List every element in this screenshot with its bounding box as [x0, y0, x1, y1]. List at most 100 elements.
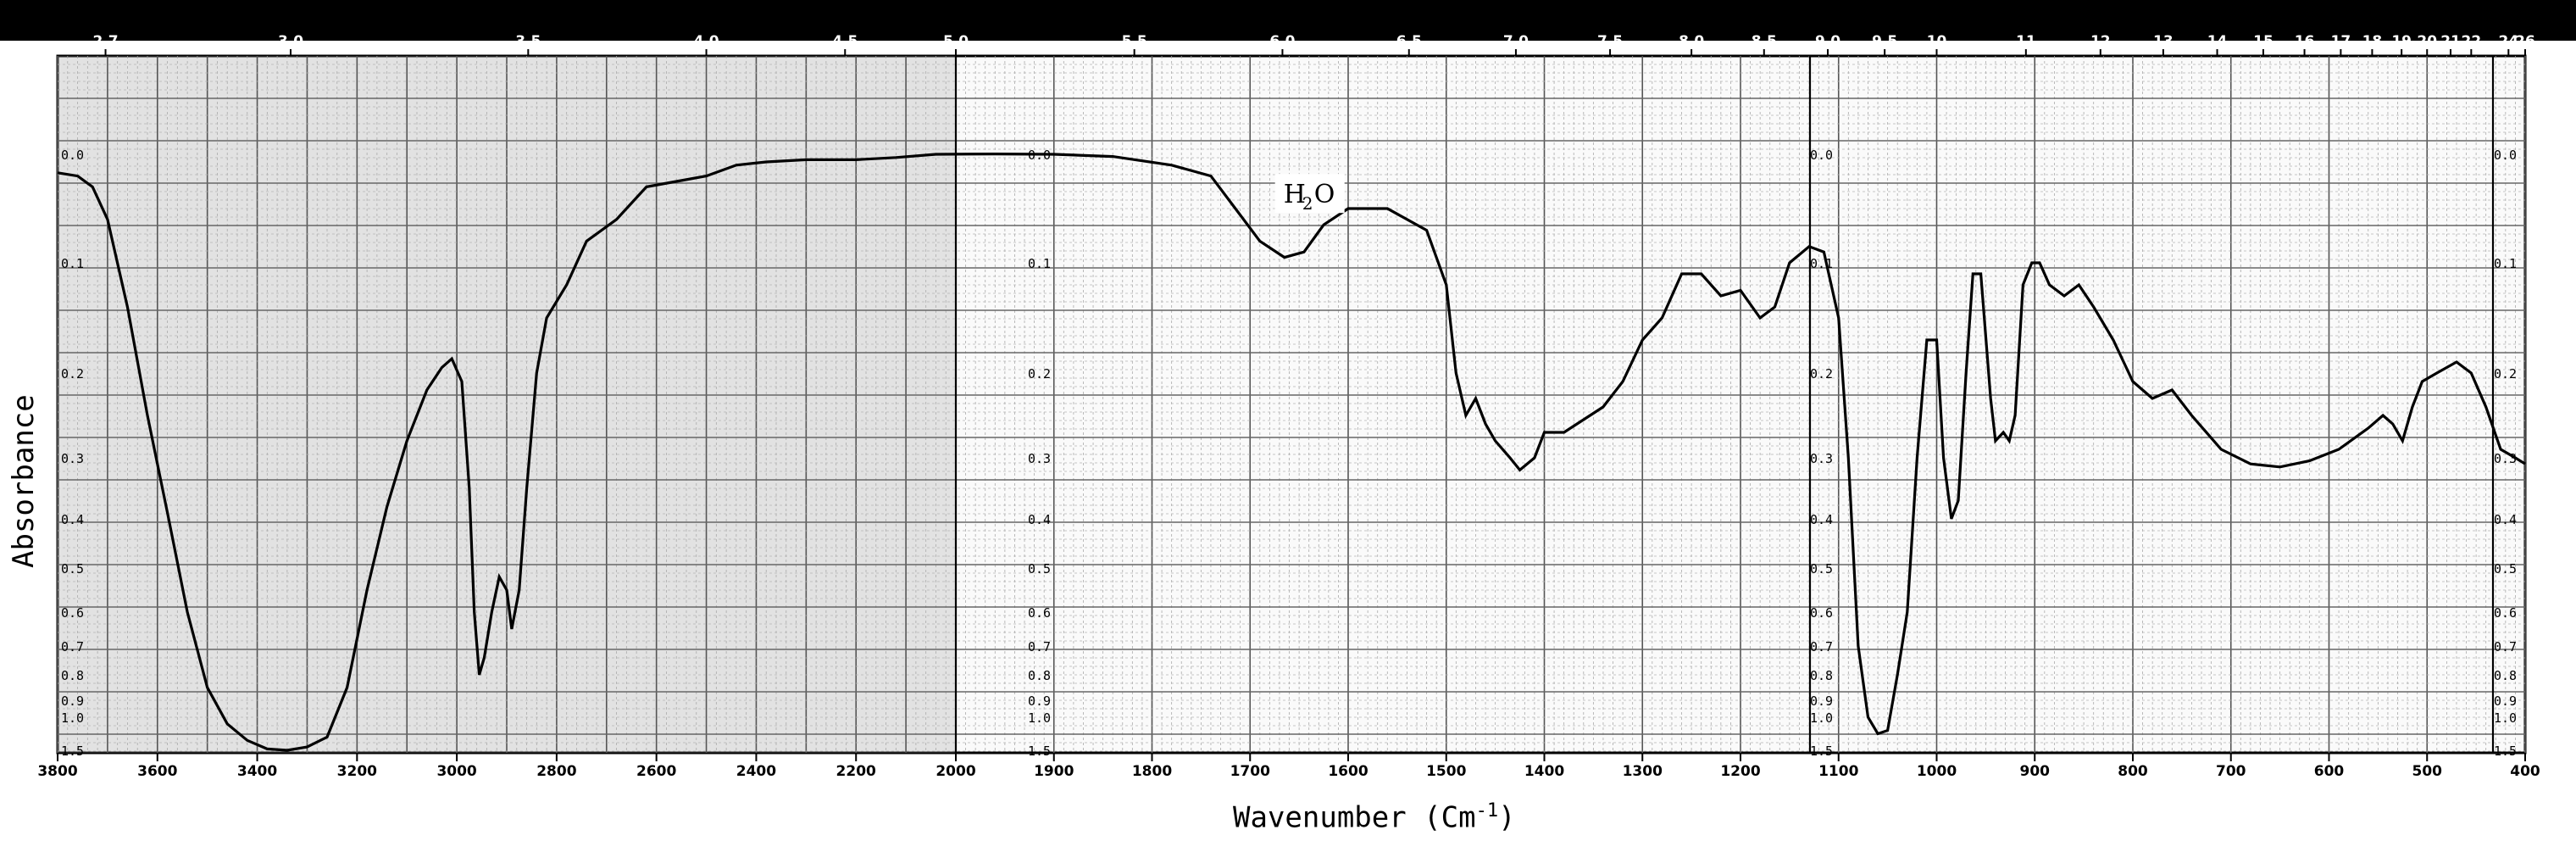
wavenumber-tick-label: 800	[2118, 763, 2148, 780]
absorbance-tick-label: 0.1	[1810, 256, 1833, 271]
micron-tick-label: 2.7	[92, 33, 118, 50]
wavenumber-tick-label: 1200	[1720, 763, 1760, 780]
micron-axis: 2.7 3.0 3.5 4.0 4.5 5.0 5.5 6.0 6.5 7.0 7.5 8.0 8.5 9…	[92, 33, 2535, 56]
absorbance-tick-label: 0.1	[1028, 256, 1051, 271]
micron-tick-label: 21	[2440, 33, 2461, 50]
micron-tick-label: 14	[2207, 33, 2228, 50]
absorbance-tick-label: 0.7	[1810, 639, 1833, 654]
x-axis-label-text: Wavenumber (Cm	[1233, 800, 1476, 835]
absorbance-tick-label: 1.0	[2494, 710, 2517, 726]
micron-tick-label: 6.0	[1269, 33, 1295, 50]
absorbance-tick-label: 0.8	[1028, 668, 1051, 683]
absorbance-tick-label: 0.9	[2494, 693, 2517, 709]
absorbance-tick-label: 1.5	[61, 744, 84, 759]
absorbance-tick-label: 0.5	[1028, 561, 1051, 576]
absorbance-tick-label: 0.8	[1810, 668, 1833, 683]
absorbance-tick-label: 1.0	[61, 710, 84, 726]
absorbance-tick-label: 0.6	[1810, 605, 1833, 621]
absorbance-tick-label: 0.3	[1810, 451, 1833, 466]
micron-tick-label: 5.0	[943, 33, 969, 50]
absorbance-tick-label: 0.9	[61, 693, 84, 709]
wavenumber-axis: 3800 3600 3400 3200 3000 2800 2600 2400 2200 2000…	[37, 753, 2540, 780]
wavenumber-tick-label: 2400	[736, 763, 776, 780]
micron-tick-label: 3.0	[278, 33, 303, 50]
micron-tick-label: 3.5	[515, 33, 541, 50]
wavenumber-tick-label: 1700	[1230, 763, 1270, 780]
absorbance-tick-label: 0.9	[1028, 693, 1051, 709]
wavenumber-tick-label: 3200	[337, 763, 377, 780]
wavenumber-tick-label: 1000	[1917, 763, 1957, 780]
wavenumber-tick-label: 1900	[1034, 763, 1074, 780]
micron-tick-label: 24	[2498, 33, 2518, 50]
absorbance-tick-label: 1.5	[2494, 744, 2517, 759]
absorbance-tick-label: 0.4	[61, 512, 84, 527]
spectrum-line	[57, 152, 2526, 752]
micron-tick-label: 5.5	[1122, 33, 1147, 50]
micron-tick-label: 17	[2331, 33, 2351, 50]
y-axis-label-wrap: Absorbance	[7, 394, 41, 568]
micron-tick-label: 18	[2362, 33, 2383, 50]
absorbance-tick-label: 0.9	[1810, 693, 1833, 709]
micron-tick-label: 8.0	[1679, 33, 1704, 50]
micron-tick-label: 9.5	[1872, 33, 1897, 50]
absorbance-tick-label: 0.0	[1810, 148, 1833, 163]
chart-grid	[57, 56, 2526, 753]
absorbance-tick-label: 0.2	[1028, 366, 1051, 382]
micron-tick-label: 10	[1927, 33, 1947, 50]
absorbance-tick-label: 0.1	[2494, 256, 2517, 271]
wavenumber-tick-label: 700	[2216, 763, 2246, 780]
wavenumber-tick-label: 1300	[1623, 763, 1663, 780]
micron-tick-label: 22	[2462, 33, 2482, 50]
absorbance-tick-label: 0.3	[61, 451, 84, 466]
micron-tick-label: 8.5	[1752, 33, 1777, 50]
absorbance-tick-label: 0.2	[61, 366, 84, 382]
wavenumber-tick-label: 3600	[137, 763, 177, 780]
annotation-sub: 2	[1302, 193, 1313, 214]
absorbance-tick-label: 0.4	[1028, 512, 1051, 527]
wavenumber-tick-label: 2000	[935, 763, 975, 780]
annotation-bg	[1274, 174, 1345, 214]
micron-tick-label: 12	[2090, 33, 2111, 50]
wavenumber-tick-label: 2200	[836, 763, 876, 780]
wavenumber-tick-label: 1100	[1818, 763, 1858, 780]
micron-tick-label: 19	[2391, 33, 2412, 50]
absorbance-tick-label: 0.3	[1028, 451, 1051, 466]
absorbance-tick-label: 0.2	[2494, 366, 2517, 382]
wavenumber-tick-label: 500	[2412, 763, 2443, 780]
top-border-bar	[0, 0, 2576, 41]
wavenumber-tick-label: 2800	[536, 763, 576, 780]
absorbance-tick-label: 0.7	[61, 639, 84, 654]
wavenumber-tick-label: 3000	[436, 763, 476, 780]
absorbance-tick-label: 0.8	[61, 668, 84, 683]
absorbance-tick-label: 0.4	[1810, 512, 1833, 527]
absorbance-tick-label: 1.5	[1028, 744, 1051, 759]
annotation-o: O	[1314, 180, 1335, 209]
micron-tick-label: 9.0	[1815, 33, 1840, 50]
x-axis-label-close: )	[1498, 800, 1516, 835]
wavenumber-tick-label: 2600	[636, 763, 676, 780]
micron-tick-label: 15	[2253, 33, 2273, 50]
wavenumber-tick-label: 1800	[1132, 763, 1172, 780]
micron-tick-label: 16	[2295, 33, 2315, 50]
absorbance-tick-label: 1.5	[1810, 744, 1833, 759]
micron-tick-label: 4.0	[693, 33, 719, 50]
micron-tick-label: 11	[2016, 33, 2036, 50]
absorbance-tick-label: 0.7	[1028, 639, 1051, 654]
absorbance-tick-label: 1.0	[1028, 710, 1051, 726]
wavenumber-tick-label: 1600	[1328, 763, 1368, 780]
annotation-h: H	[1284, 180, 1306, 209]
micron-tick-label: 13	[2153, 33, 2174, 50]
absorbance-tick-label: 0.2	[1810, 366, 1833, 382]
absorbance-tick-label: 1.0	[1810, 710, 1833, 726]
absorbance-tick-label: 0.7	[2494, 639, 2517, 654]
wavenumber-tick-label: 400	[2510, 763, 2540, 780]
absorbance-tick-label: 0.8	[2494, 668, 2517, 683]
x-axis-label: Wavenumber (Cm-1)	[1233, 800, 1516, 834]
micron-tick-label: 7.0	[1503, 33, 1529, 50]
micron-tick-label: 26	[2515, 33, 2535, 50]
wavenumber-tick-label: 3800	[37, 763, 77, 780]
x-axis-label-superscript: -1	[1475, 800, 1499, 822]
absorbance-tick-label: 0.0	[2494, 148, 2517, 163]
absorbance-axes: 0.0 0.0 0.0 0.00.1 0.1 0.1 0.10.2 0.2 0.2 0.20.3 0…	[61, 148, 2517, 759]
